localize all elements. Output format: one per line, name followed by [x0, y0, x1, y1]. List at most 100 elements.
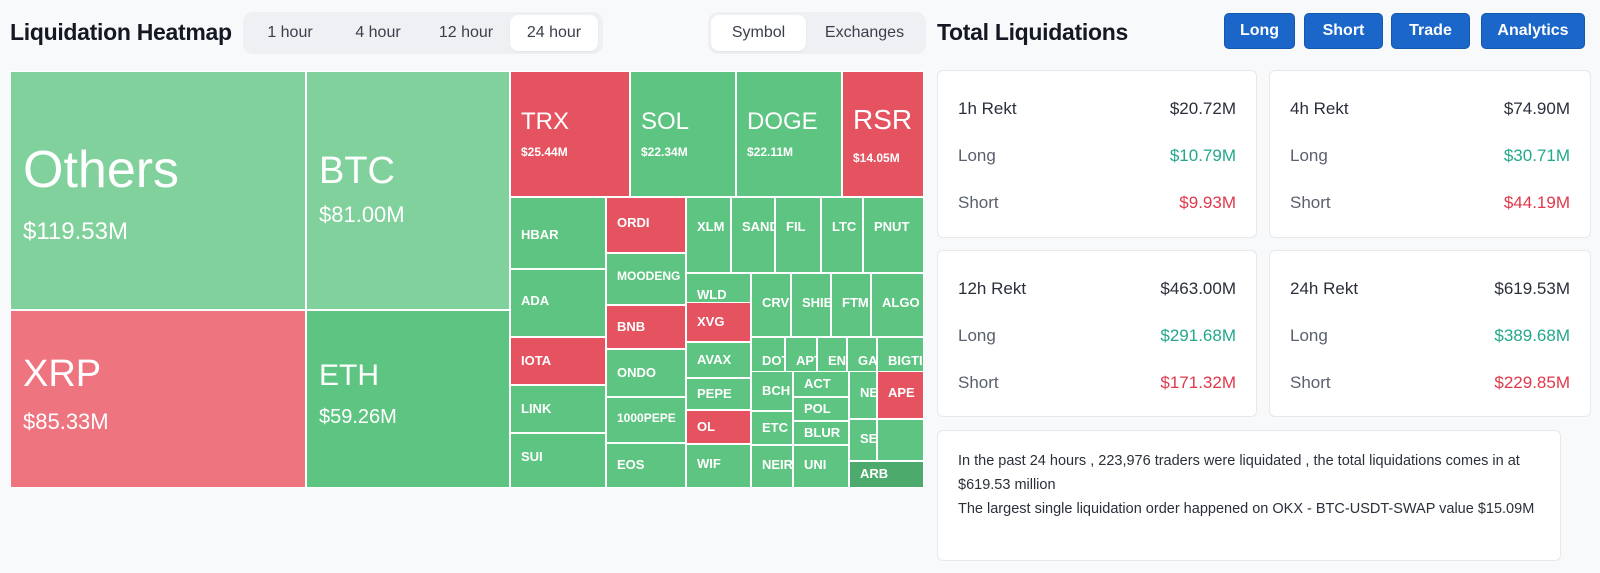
liquidation-summary: In the past 24 hours , 223,976 traders w… [937, 430, 1561, 561]
tab-exchanges[interactable]: Exchanges [824, 24, 905, 41]
long-label: Long [958, 146, 996, 165]
heatmap-tile-etc[interactable]: ETC [751, 411, 793, 445]
tile-symbol: MOODENG [617, 269, 681, 283]
tile-symbol: 1000PEPE [617, 411, 676, 425]
short-label: Short [1290, 193, 1331, 212]
tile-symbol: SAND [742, 219, 774, 234]
tile-symbol: FIL [786, 219, 806, 234]
tile-symbol: WIF [697, 456, 721, 471]
tile-symbol: SEI [860, 431, 877, 446]
heatmap-tile-hbar[interactable]: HBAR [510, 197, 606, 269]
period-total: $463.00M [1160, 279, 1236, 298]
heatmap-tile-avax[interactable]: AVAX [686, 342, 751, 378]
heatmap-tile-near[interactable]: NEAR [849, 371, 877, 419]
tab-12-hour[interactable]: 12 hour [438, 24, 494, 41]
tile-symbol: ALGO [882, 295, 920, 310]
tile-value: $22.11M [747, 145, 794, 159]
tile-symbol: BNB [617, 319, 646, 334]
time-range-selector: 1 hour 4 hour 12 hour 24 hour [243, 12, 603, 54]
heatmap-tile-iota[interactable]: IOTA [510, 337, 606, 385]
heatmap-tile-doge[interactable]: DOGE $22.11M [736, 71, 842, 197]
tile-symbol: XRP [23, 353, 102, 395]
heatmap-tile-bch[interactable]: BCH [751, 371, 793, 411]
tile-symbol: DOGE [747, 108, 818, 135]
heatmap-tile-blur[interactable]: BLUR [793, 421, 849, 445]
heatmap-tile-ftm[interactable]: FTM [831, 273, 871, 337]
tab-24-hour[interactable]: 24 hour [510, 15, 598, 51]
heatmap-tile-rsr[interactable]: RSR $14.05M [842, 71, 924, 197]
heatmap-tile-sand[interactable]: SAND [731, 197, 775, 273]
heatmap-tile-pepe[interactable]: PEPE [686, 378, 751, 410]
heatmap-tile-trx[interactable]: TRX $25.44M [510, 71, 630, 197]
heatmap-tile-link[interactable]: LINK [510, 385, 606, 433]
tile-value: $85.33M [23, 409, 109, 434]
long-amount: $10.79M [1169, 146, 1236, 165]
tile-value: $22.34M [641, 145, 688, 159]
heatmap-tile-algo[interactable]: ALGO [871, 273, 924, 337]
tile-symbol: IOTA [521, 353, 552, 368]
heatmap-tile-moodeng[interactable]: MOODENG [606, 253, 686, 305]
period-total: $619.53M [1494, 279, 1570, 298]
tile-symbol: ADA [521, 293, 550, 308]
heatmap-tile-1000pepe[interactable]: 1000PEPE [606, 397, 686, 443]
analytics-button[interactable]: Analytics [1481, 13, 1585, 49]
heatmap-tile-ordi[interactable]: ORDI [606, 197, 686, 253]
total-liquidations-title: Total Liquidations [937, 19, 1128, 45]
short-label: Short [1290, 373, 1331, 392]
short-button[interactable]: Short [1304, 13, 1383, 49]
tile-symbol: ETH [319, 359, 379, 392]
heatmap-tile-sei[interactable]: SEI [849, 419, 877, 461]
heatmap-tile-arb[interactable]: ARB [849, 461, 924, 488]
heatmap-tile-sol[interactable]: SOL $22.34M [630, 71, 736, 197]
heatmap-tile-ada[interactable]: ADA [510, 269, 606, 337]
heatmap-tile-ape[interactable]: APE [877, 371, 924, 419]
heatmap-tile-uni[interactable]: UNI [793, 445, 849, 488]
tab-1-hour[interactable]: 1 hour [267, 24, 313, 41]
heatmap-title: Liquidation Heatmap [10, 19, 232, 45]
tile-value: $119.53M [23, 218, 128, 245]
tab-4-hour[interactable]: 4 hour [355, 24, 401, 41]
heatmap-tile-neiro[interactable]: NEIRO [751, 445, 793, 488]
long-label: Long [1290, 146, 1328, 165]
tile-value: $14.05M [853, 151, 900, 165]
heatmap-tile-fil[interactable]: FIL [775, 197, 821, 273]
tab-symbol[interactable]: Symbol [711, 15, 806, 51]
heatmap-tile-bnb[interactable]: BNB [606, 305, 686, 349]
heatmap-tile-others[interactable]: Others $119.53M [10, 71, 306, 310]
tile-symbol: EOS [617, 457, 645, 472]
tile-symbol: ACT [804, 376, 831, 391]
heatmap-tile-pnut[interactable]: PNUT [863, 197, 924, 273]
heatmap-tile-wif[interactable]: WIF [686, 444, 751, 488]
tile-symbol: ENA [828, 353, 847, 368]
heatmap-tile-xlm[interactable]: XLM [686, 197, 731, 273]
period-label: 12h Rekt [958, 279, 1027, 298]
heatmap-tile-ltc[interactable]: LTC [821, 197, 863, 273]
short-amount: $9.93M [1179, 193, 1236, 212]
heatmap-tile-xvg[interactable]: XVG [686, 302, 751, 342]
heatmap-tile-eth[interactable]: ETH $59.26M [306, 310, 510, 488]
tile-symbol: TRX [521, 108, 569, 135]
heatmap-tile-ol[interactable]: OL [686, 410, 751, 444]
heatmap-tile-act[interactable]: ACT [793, 371, 849, 397]
heatmap-tile-eos[interactable]: EOS [606, 443, 686, 488]
tile-symbol: OL [697, 419, 716, 434]
heatmap-tile-xrp[interactable]: XRP $85.33M [10, 310, 306, 488]
heatmap-tile-shib[interactable]: SHIB [791, 273, 831, 337]
tile-symbol: NEIRO [762, 457, 793, 472]
trade-button[interactable]: Trade [1391, 13, 1470, 49]
rekt-card-4h: 4h Rekt $74.90M Long $30.71M Short $44.19M [1269, 70, 1591, 238]
short-amount: $171.32M [1160, 373, 1236, 392]
heatmap-tile-btc[interactable]: BTC $81.00M [306, 71, 510, 310]
heatmap-tile-pol[interactable]: POL [793, 397, 849, 421]
tile-symbol: LTC [832, 219, 857, 234]
heatmap-tile-unlabeled[interactable] [877, 419, 924, 461]
heatmap-tile-sui[interactable]: SUI [510, 433, 606, 488]
tile-symbol: NEAR [860, 385, 877, 400]
heatmap-tile-crv[interactable]: CRV [751, 273, 791, 337]
rekt-card-24h: 24h Rekt $619.53M Long $389.68M Short $229.… [1269, 250, 1591, 417]
tile-symbol: ETC [762, 420, 788, 435]
tile-symbol: BCH [762, 383, 791, 398]
heatmap-tile-ondo[interactable]: ONDO [606, 349, 686, 397]
short-label: Short [958, 373, 999, 392]
long-button[interactable]: Long [1224, 13, 1295, 49]
